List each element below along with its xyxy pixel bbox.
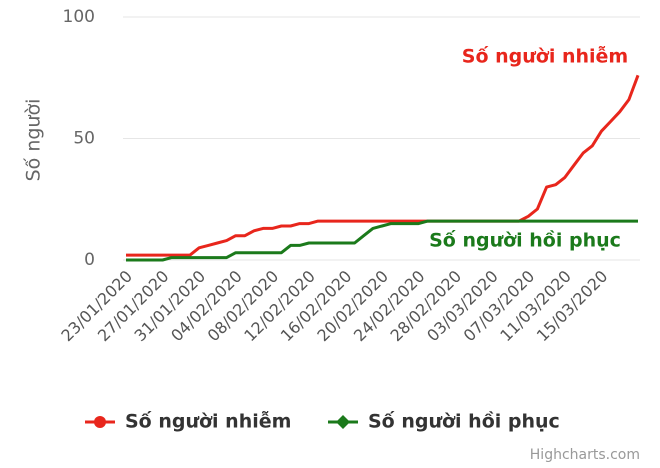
legend-label[interactable]: Số người hồi phục bbox=[368, 410, 560, 433]
y-axis-title: Số người bbox=[23, 99, 45, 182]
y-tick-label: 100 bbox=[63, 7, 95, 27]
series-line bbox=[126, 74, 640, 257]
legend-marker[interactable] bbox=[94, 416, 106, 428]
series-line bbox=[126, 219, 638, 262]
legend-marker[interactable] bbox=[336, 415, 350, 429]
series-label: Số người nhiễm bbox=[462, 44, 628, 68]
series-label: Số người hồi phục bbox=[429, 229, 621, 252]
y-tick-label: 50 bbox=[73, 129, 95, 149]
credits[interactable]: Highcharts.com bbox=[530, 447, 640, 463]
y-tick-label: 0 bbox=[84, 250, 95, 270]
legend-label[interactable]: Số người nhiễm bbox=[125, 409, 291, 433]
